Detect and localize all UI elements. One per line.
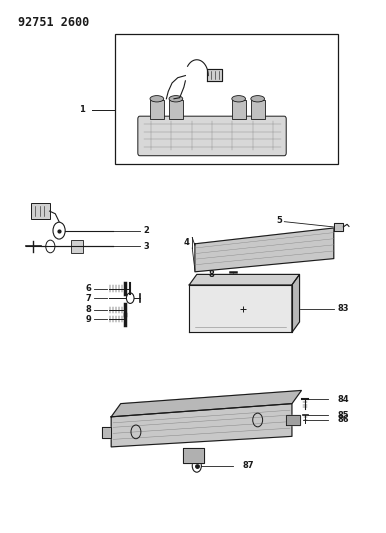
Bar <box>150 100 164 119</box>
Polygon shape <box>207 69 222 81</box>
Text: 6: 6 <box>85 284 91 293</box>
Ellipse shape <box>251 95 264 102</box>
Polygon shape <box>189 285 292 333</box>
Text: 87: 87 <box>242 462 254 471</box>
Text: 83: 83 <box>338 304 349 313</box>
Bar <box>71 240 83 253</box>
Text: 9: 9 <box>85 315 91 324</box>
FancyBboxPatch shape <box>138 116 286 156</box>
Bar <box>232 100 245 119</box>
Bar <box>169 100 183 119</box>
Polygon shape <box>111 403 292 447</box>
Text: 92751 2600: 92751 2600 <box>18 16 89 29</box>
Text: 86: 86 <box>338 416 349 424</box>
Polygon shape <box>189 274 300 285</box>
Text: 8: 8 <box>208 270 214 279</box>
Text: 8: 8 <box>85 305 91 314</box>
Ellipse shape <box>150 95 164 102</box>
Bar <box>31 203 49 219</box>
Text: 5: 5 <box>276 216 283 225</box>
Ellipse shape <box>169 95 183 102</box>
Text: 4: 4 <box>183 238 189 247</box>
Bar <box>115 35 338 164</box>
Text: 3: 3 <box>144 242 149 251</box>
Ellipse shape <box>232 95 245 102</box>
Bar <box>251 100 264 119</box>
Polygon shape <box>183 448 205 463</box>
Polygon shape <box>334 223 343 231</box>
Text: 85: 85 <box>338 411 349 420</box>
Polygon shape <box>102 427 111 438</box>
Polygon shape <box>286 415 300 425</box>
Text: 1: 1 <box>79 106 85 115</box>
Polygon shape <box>111 391 301 417</box>
Polygon shape <box>195 228 334 272</box>
Text: 7: 7 <box>85 294 91 303</box>
Polygon shape <box>292 274 300 333</box>
Text: 84: 84 <box>338 395 349 404</box>
Text: 2: 2 <box>144 226 149 235</box>
